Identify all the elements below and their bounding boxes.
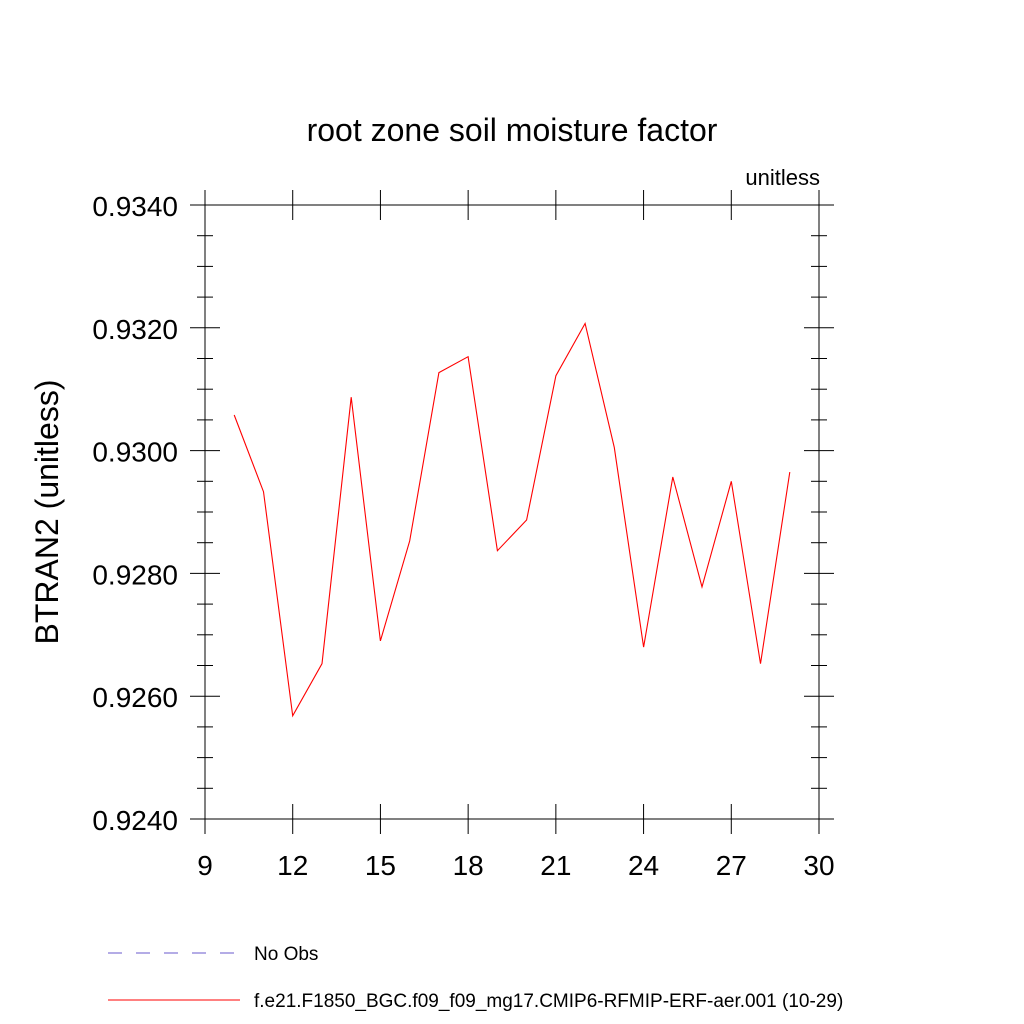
y-tick-label: 0.9260 [92, 682, 178, 713]
x-tick-label: 12 [277, 850, 308, 881]
x-tick-label: 9 [197, 850, 213, 881]
y-tick-label: 0.9300 [92, 437, 178, 468]
y-tick-label: 0.9280 [92, 559, 178, 590]
y-axis-title: BTRAN2 (unitless) [29, 380, 65, 645]
units-label: unitless [745, 165, 820, 190]
series-layer [233, 321, 791, 718]
series-line [233, 321, 791, 718]
plot-frame [204, 204, 820, 820]
y-tick-label: 0.9320 [92, 314, 178, 345]
y-tick-labels: 0.9240 0.9260 0.9280 0.9300 0.9320 0.9340 [92, 191, 178, 836]
legend-entry-label: No Obs [254, 944, 318, 965]
x-tick-label: 15 [365, 850, 396, 881]
x-tick-labels: 9 12 15 18 21 24 27 30 [197, 850, 834, 881]
axis-ticks [190, 190, 834, 834]
x-tick-label: 27 [716, 850, 747, 881]
x-tick-label: 21 [540, 850, 571, 881]
legend: No Obs f.e21.F1850_BGC.f09_f09_mg17.CMIP6… [108, 944, 843, 1012]
y-tick-label: 0.9340 [92, 191, 178, 222]
y-tick-label: 0.9240 [92, 805, 178, 836]
x-tick-label: 30 [803, 850, 834, 881]
chart-title: root zone soil moisture factor [307, 112, 718, 148]
x-tick-label: 18 [453, 850, 484, 881]
legend-entry-label: f.e21.F1850_BGC.f09_f09_mg17.CMIP6-RFMIP… [254, 991, 843, 1012]
x-tick-label: 24 [628, 850, 659, 881]
